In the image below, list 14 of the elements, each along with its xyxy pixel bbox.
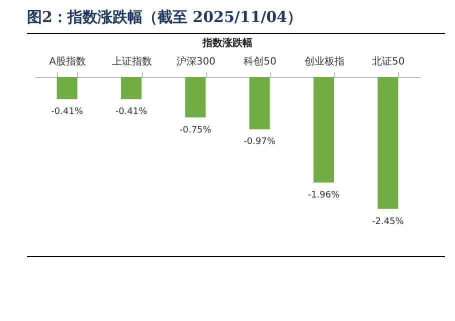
data-label: -0.75% — [179, 125, 212, 136]
data-label: -2.45% — [372, 216, 404, 227]
x-tick-label: A股指数 — [49, 56, 86, 68]
x-tick-label: 沪深300 — [176, 56, 216, 68]
data-label: -0.41% — [51, 107, 84, 118]
x-tick-label: 北证50 — [372, 56, 405, 68]
x-tick-label: 上证指数 — [112, 56, 152, 68]
data-label: -1.96% — [308, 190, 340, 201]
data-label: -0.97% — [244, 137, 276, 148]
chart-subtitle: 指数涨跌幅 — [202, 37, 252, 49]
x-tick-label: 创业板指 — [304, 56, 344, 68]
chart-title: 图2：指数涨跌幅（截至 2025/11/04） — [27, 8, 445, 34]
x-tick-label: 科创50 — [244, 56, 276, 68]
data-label: -0.41% — [115, 107, 148, 118]
